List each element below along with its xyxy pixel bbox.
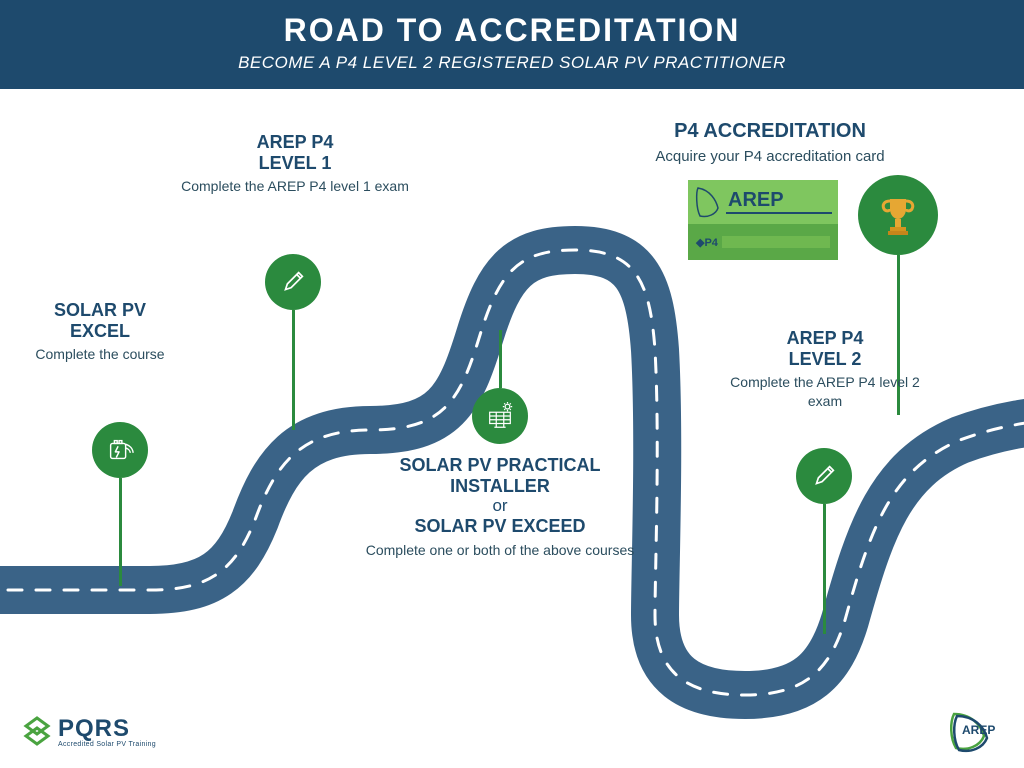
step1-title-b: EXCEL (10, 321, 190, 342)
connector-3 (499, 330, 502, 388)
step-solar-pv-practical: SOLAR PV PRACTICAL INSTALLER or SOLAR PV… (365, 455, 635, 559)
pqrs-text: PQRS (58, 715, 156, 743)
step-p4-accreditation: P4 ACCREDITATION Acquire your P4 accredi… (580, 120, 960, 167)
step3-title-a: SOLAR PV PRACTICAL (365, 455, 635, 476)
connector-1 (119, 478, 122, 586)
solar-panel-icon (472, 388, 528, 444)
pqrs-subtitle: Accredited Solar PV Training (58, 741, 156, 748)
step5-title: P4 ACCREDITATION (580, 120, 960, 143)
step2-title-a: AREP P4 (180, 132, 410, 153)
step5-desc: Acquire your P4 accreditation card (580, 147, 960, 167)
trophy-icon (858, 175, 938, 255)
step3-title-b: INSTALLER (365, 476, 635, 497)
step3-or: or (365, 496, 635, 516)
infographic-canvas: SOLAR PV EXCEL Complete the course AREP … (0, 100, 1024, 768)
pencil-icon (265, 254, 321, 310)
pqrs-logo: PQRS Accredited Solar PV Training (22, 715, 156, 748)
step-solar-pv-excel: SOLAR PV EXCEL Complete the course (10, 300, 190, 364)
battery-icon (92, 422, 148, 478)
arep-logo: AREP (946, 708, 1002, 754)
step3-desc: Complete one or both of the above course… (365, 541, 635, 559)
step-arep-p4-level-2: AREP P4 LEVEL 2 Complete the AREP P4 lev… (720, 328, 930, 410)
svg-text:◆P4: ◆P4 (695, 237, 719, 249)
pencil-icon-2 (796, 448, 852, 504)
pqrs-mark-icon (22, 716, 52, 746)
step4-desc: Complete the AREP P4 level 2 exam (720, 373, 930, 409)
main-title: ROAD TO ACCREDITATION (0, 12, 1024, 49)
step4-title-a: AREP P4 (720, 328, 930, 349)
accreditation-card: AREP ◆P4 (688, 180, 838, 260)
subtitle: BECOME A P4 LEVEL 2 REGISTERED SOLAR PV … (0, 53, 1024, 73)
step3-title-c: SOLAR PV EXCEED (365, 516, 635, 537)
arep-logo-text: AREP (962, 723, 995, 737)
step2-title-b: LEVEL 1 (180, 153, 410, 174)
step4-title-b: LEVEL 2 (720, 349, 930, 370)
card-arep-text: AREP (728, 189, 784, 211)
connector-4 (823, 504, 826, 634)
step-arep-p4-level-1: AREP P4 LEVEL 1 Complete the AREP P4 lev… (180, 132, 410, 196)
step2-desc: Complete the AREP P4 level 1 exam (180, 177, 410, 195)
step1-title-a: SOLAR PV (10, 300, 190, 321)
footer-logos: PQRS Accredited Solar PV Training AREP (22, 708, 1002, 754)
step1-desc: Complete the course (10, 345, 190, 363)
connector-2 (292, 310, 295, 430)
header-banner: ROAD TO ACCREDITATION BECOME A P4 LEVEL … (0, 0, 1024, 89)
